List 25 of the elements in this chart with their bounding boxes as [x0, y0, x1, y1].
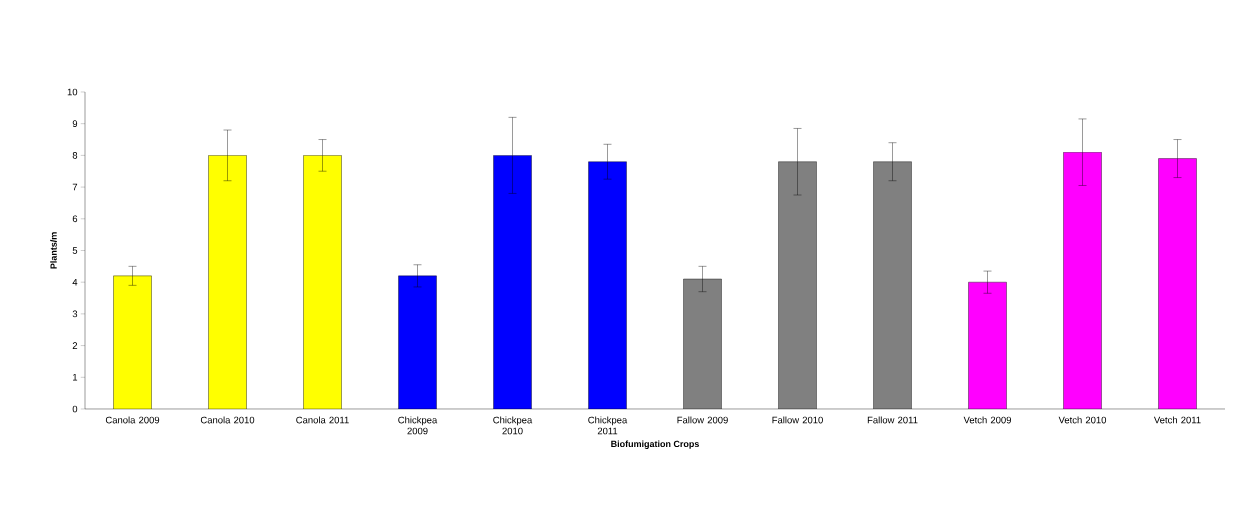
y-tick-label: 9 — [72, 120, 78, 128]
x-tick-label: Vetch 2010 — [1058, 416, 1107, 424]
x-tick-label: Canola 2011 — [296, 416, 349, 424]
x-tick-label: Chickpea 2009 — [398, 416, 438, 435]
y-tick-label: 1 — [73, 374, 78, 381]
x-tick-label: Vetch 2011 — [1153, 416, 1201, 424]
y-tick-label: 8 — [72, 152, 78, 159]
y-tick-label: 10 — [67, 88, 78, 96]
x-tick-label: Canola 2010 — [200, 416, 255, 424]
y-tick-label: 5 — [72, 247, 78, 254]
y-tick-label: 7 — [72, 183, 78, 191]
x-axis-title: Biofumigation Crops — [611, 440, 699, 449]
y-tick-label: 2 — [72, 342, 78, 349]
x-tick-label: Fallow 2010 — [772, 416, 823, 424]
x-tick-label: Fallow 2011 — [867, 416, 918, 424]
y-tick-label: 6 — [72, 215, 78, 223]
x-tick-label: Chickpea 2010 — [493, 416, 533, 435]
x-tick-label: Vetch 2009 — [963, 416, 1011, 424]
x-tick-label: Canola 2009 — [105, 416, 160, 424]
y-tick-label: 4 — [72, 278, 78, 286]
x-tick-label: Chickpea 2011 — [588, 416, 628, 435]
y-tick-label: 0 — [72, 405, 78, 413]
y-axis-title: Plants/m — [50, 232, 57, 269]
x-tick-label: Fallow 2009 — [677, 416, 728, 424]
y-tick-label: 3 — [72, 310, 78, 318]
